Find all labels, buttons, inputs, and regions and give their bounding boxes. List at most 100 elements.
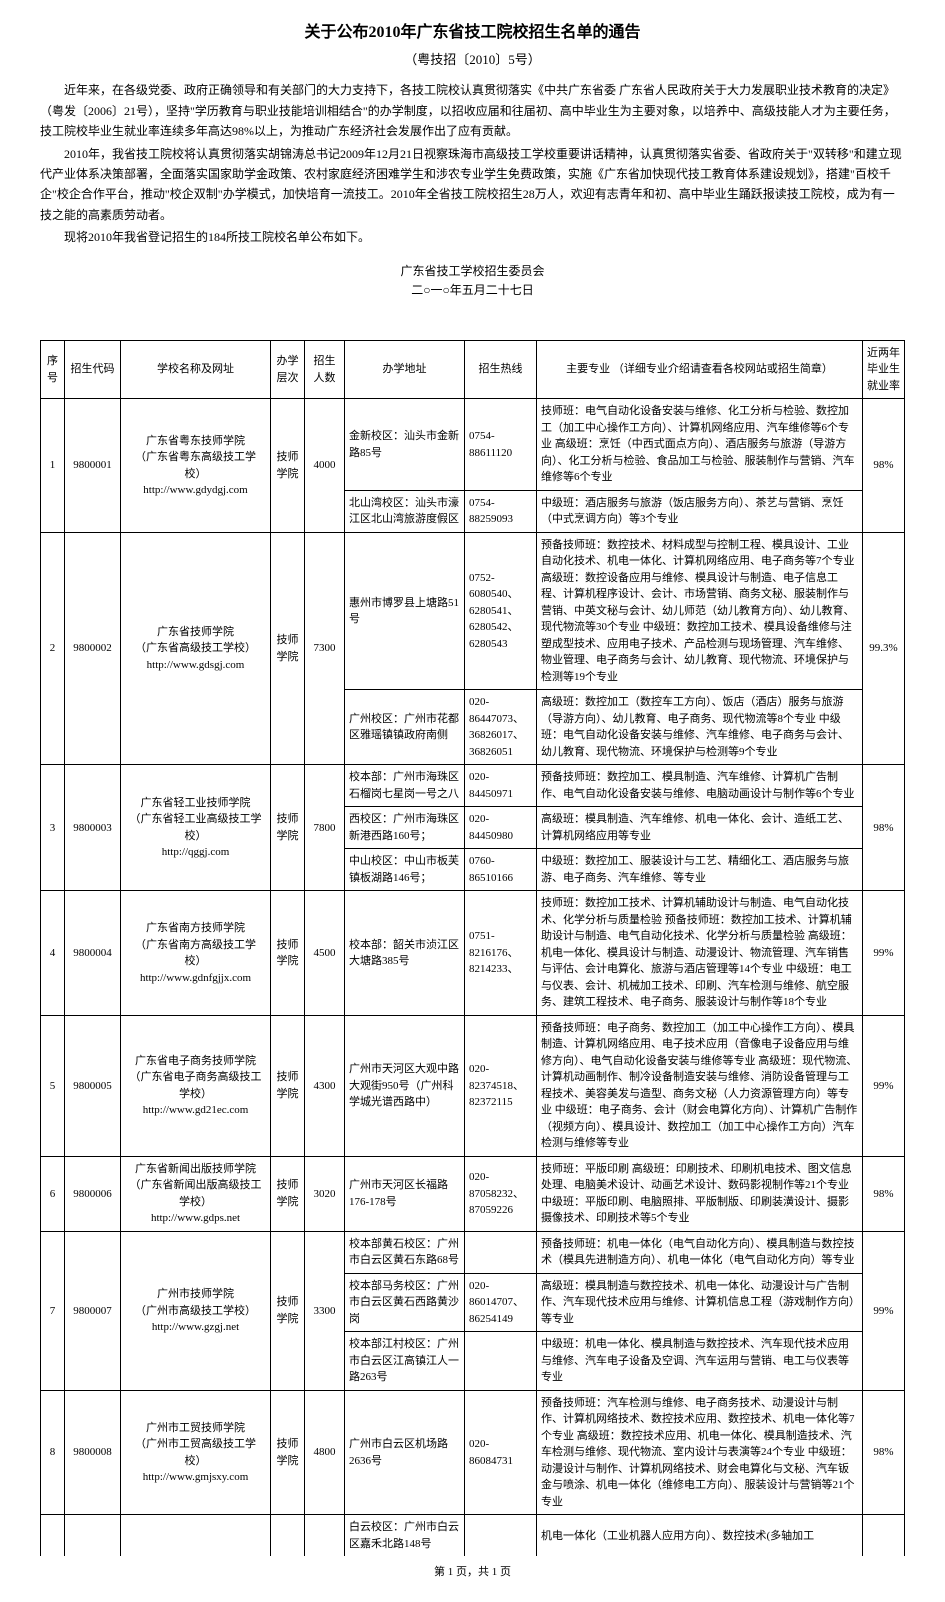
intro-para-1: 近年来，在各级党委、政府正确领导和有关部门的大力支持下，各技工院校认真贯彻落实《… <box>40 80 905 141</box>
intro-para-2: 2010年，我省技工院校将认真贯彻落实胡锦涛总书记2009年12月21日视察珠海… <box>40 144 905 226</box>
signature-org: 广东省技工学校招生委员会 <box>40 262 905 281</box>
cell-code <box>65 1515 121 1557</box>
cell-major: 中级班：机电一体化、模具制造与数控技术、汽车现代技术应用与维修、汽车电子设备及空… <box>537 1332 863 1391</box>
cell-count: 4500 <box>305 891 345 1016</box>
cell-code: 9800008 <box>65 1390 121 1515</box>
cell-major: 高级班：数控加工（数控车工方向）、饭店（酒店）服务与旅游（导游方向）、幼儿教育、… <box>537 690 863 765</box>
cell-addr: 校本部江村校区：广州市白云区江高镇江人一路263号 <box>345 1332 465 1391</box>
cell-name: 广州市工贸技师学院 （广州市工贸高级技工学校） http://www.gmjsx… <box>121 1390 271 1515</box>
intro-block: 近年来，在各级党委、政府正确领导和有关部门的大力支持下，各技工院校认真贯彻落实《… <box>40 80 905 247</box>
cell-code: 9800003 <box>65 765 121 891</box>
cell-seq: 7 <box>41 1231 65 1390</box>
cell-major: 技师班：平版印刷 高级班：印刷技术、印刷机电技术、图文信息处理、电脑美术设计、动… <box>537 1156 863 1231</box>
cell-rate: 98% <box>863 1390 905 1515</box>
cell-addr: 广州市天河区大观中路大观街950号（广州科学城光谱西路中） <box>345 1015 465 1156</box>
cell-level: 技师学院 <box>271 532 305 765</box>
cell-seq: 6 <box>41 1156 65 1231</box>
th-code: 招生代码 <box>65 340 121 399</box>
cell-code: 9800001 <box>65 399 121 533</box>
table-row-partial: 白云校区：广州市白云区嘉禾北路148号 机电一体化（工业机器人应用方向）、数控技术… <box>41 1515 905 1557</box>
cell-phone: 020-84450980 <box>465 807 537 849</box>
table-row: 39800003广东省轻工业技师学院 （广东省轻工业高级技工学校） http:/… <box>41 765 905 807</box>
cell-addr: 中山校区：中山市板芙镇板湖路146号； <box>345 849 465 891</box>
cell-name: 广东省轻工业技师学院 （广东省轻工业高级技工学校） http://qggj.co… <box>121 765 271 891</box>
cell-seq: 1 <box>41 399 65 533</box>
cell-addr: 广州校区：广州市花都区雅瑶镇镇政府南侧 <box>345 690 465 765</box>
cell-seq: 2 <box>41 532 65 765</box>
cell-phone: 0760-86510166 <box>465 849 537 891</box>
table-row: 89800008广州市工贸技师学院 （广州市工贸高级技工学校） http://w… <box>41 1390 905 1515</box>
cell-seq <box>41 1515 65 1557</box>
doc-subtitle: （粤技招〔2010〕5号） <box>40 50 905 71</box>
cell-major: 预备技师班：汽车检测与维修、电子商务技术、动漫设计与制作、计算机网络技术、数控技… <box>537 1390 863 1515</box>
cell-major: 高级班：模具制造与数控技术、机电一体化、动漫设计与广告制作、汽车现代技术应用与维… <box>537 1273 863 1332</box>
cell-level: 技师学院 <box>271 891 305 1016</box>
th-major: 主要专业 （详细专业介绍请查看各校网站或招生简章） <box>537 340 863 399</box>
cell-level <box>271 1515 305 1557</box>
cell-major: 预备技师班：数控加工、模具制造、汽车维修、计算机广告制作、电气自动化设备安装与维… <box>537 765 863 807</box>
cell-code: 9800002 <box>65 532 121 765</box>
cell-addr: 白云校区：广州市白云区嘉禾北路148号 <box>345 1515 465 1557</box>
cell-major: 预备技师班：电子商务、数控加工（加工中心操作工方向）、模具制造、计算机网络应用、… <box>537 1015 863 1156</box>
cell-rate: 99% <box>863 891 905 1016</box>
table-row: 79800007广州市技师学院 （广州市高级技工学校） http://www.g… <box>41 1231 905 1273</box>
cell-level: 技师学院 <box>271 1390 305 1515</box>
cell-major: 技师班：数控加工技术、计算机辅助设计与制造、电气自动化技术、化学分析与质量检验 … <box>537 891 863 1016</box>
table-row: 49800004广东省南方技师学院 （广东省南方高级技工学校） http://w… <box>41 891 905 1016</box>
table-row: 29800002广东省技师学院 （广东省高级技工学校） http://www.g… <box>41 532 905 690</box>
cell-major: 机电一体化（工业机器人应用方向）、数控技术(多轴加工 <box>537 1515 863 1557</box>
cell-rate: 99% <box>863 1231 905 1390</box>
cell-count: 7300 <box>305 532 345 765</box>
cell-level: 技师学院 <box>271 1156 305 1231</box>
cell-addr: 校本部：广州市海珠区石榴岗七星岗一号之八 <box>345 765 465 807</box>
th-rate: 近两年毕业生就业率 <box>863 340 905 399</box>
cell-seq: 4 <box>41 891 65 1016</box>
cell-name: 广东省南方技师学院 （广东省南方高级技工学校） http://www.gdnfg… <box>121 891 271 1016</box>
cell-addr: 广州市天河区长福路176-178号 <box>345 1156 465 1231</box>
cell-code: 9800005 <box>65 1015 121 1156</box>
cell-phone: 0754-88259093 <box>465 490 537 532</box>
cell-addr: 校本部马务校区：广州市白云区黄石西路黄沙岗 <box>345 1273 465 1332</box>
cell-major: 预备技师班：数控技术、材料成型与控制工程、模具设计、工业自动化技术、机电一体化、… <box>537 532 863 690</box>
cell-code: 9800004 <box>65 891 121 1016</box>
cell-level: 技师学院 <box>271 765 305 891</box>
cell-phone: 0754-88611120 <box>465 399 537 491</box>
cell-phone: 020-82374518、82372115 <box>465 1015 537 1156</box>
cell-rate: 99% <box>863 1015 905 1156</box>
th-name: 学校名称及网址 <box>121 340 271 399</box>
cell-name: 广东省技师学院 （广东省高级技工学校） http://www.gdsgj.com <box>121 532 271 765</box>
cell-count: 3020 <box>305 1156 345 1231</box>
cell-major: 高级班：模具制造、汽车维修、机电一体化、会计、造纸工艺、计算机网络应用等专业 <box>537 807 863 849</box>
cell-major: 中级班：酒店服务与旅游（饭店服务方向）、茶艺与营销、烹饪（中式烹调方向）等3个专… <box>537 490 863 532</box>
cell-rate: 99.3% <box>863 532 905 765</box>
cell-rate: 98% <box>863 765 905 891</box>
cell-rate: 98% <box>863 399 905 533</box>
th-seq: 序号 <box>41 340 65 399</box>
cell-major: 中级班：数控加工、服装设计与工艺、精细化工、酒店服务与旅游、电子商务、汽车维修、… <box>537 849 863 891</box>
cell-count <box>305 1515 345 1557</box>
cell-phone: 020-84450971 <box>465 765 537 807</box>
cell-phone: 0752-6080540、6280541、6280542、6280543 <box>465 532 537 690</box>
cell-name: 广东省新闻出版技师学院 （广东省新闻出版高级技工学校） http://www.g… <box>121 1156 271 1231</box>
cell-addr: 惠州市博罗县上塘路51号 <box>345 532 465 690</box>
cell-name: 广州市技师学院 （广州市高级技工学校） http://www.gzgj.net <box>121 1231 271 1390</box>
table-row: 19800001广东省粤东技师学院 （广东省粤东高级技工学校） http://w… <box>41 399 905 491</box>
cell-code: 9800006 <box>65 1156 121 1231</box>
th-addr: 办学地址 <box>345 340 465 399</box>
cell-phone <box>465 1332 537 1391</box>
cell-seq: 3 <box>41 765 65 891</box>
th-level: 办学层次 <box>271 340 305 399</box>
cell-addr: 广州市白云区机场路2636号 <box>345 1390 465 1515</box>
cell-phone: 0751-8216176、8214233、 <box>465 891 537 1016</box>
cell-level: 技师学院 <box>271 1231 305 1390</box>
cell-count: 4300 <box>305 1015 345 1156</box>
signature-block: 广东省技工学校招生委员会 二○一○年五月二十七日 <box>40 262 905 300</box>
cell-count: 7800 <box>305 765 345 891</box>
cell-count: 3300 <box>305 1231 345 1390</box>
cell-phone: 020-86084731 <box>465 1390 537 1515</box>
cell-addr: 西校区：广州市海珠区新港西路160号； <box>345 807 465 849</box>
schools-table: 序号 招生代码 学校名称及网址 办学层次 招生人数 办学地址 招生热线 主要专业… <box>40 340 905 1557</box>
cell-name: 广东省粤东技师学院 （广东省粤东高级技工学校） http://www.gdydg… <box>121 399 271 533</box>
cell-addr: 校本部：韶关市浈江区大塘路385号 <box>345 891 465 1016</box>
th-phone: 招生热线 <box>465 340 537 399</box>
